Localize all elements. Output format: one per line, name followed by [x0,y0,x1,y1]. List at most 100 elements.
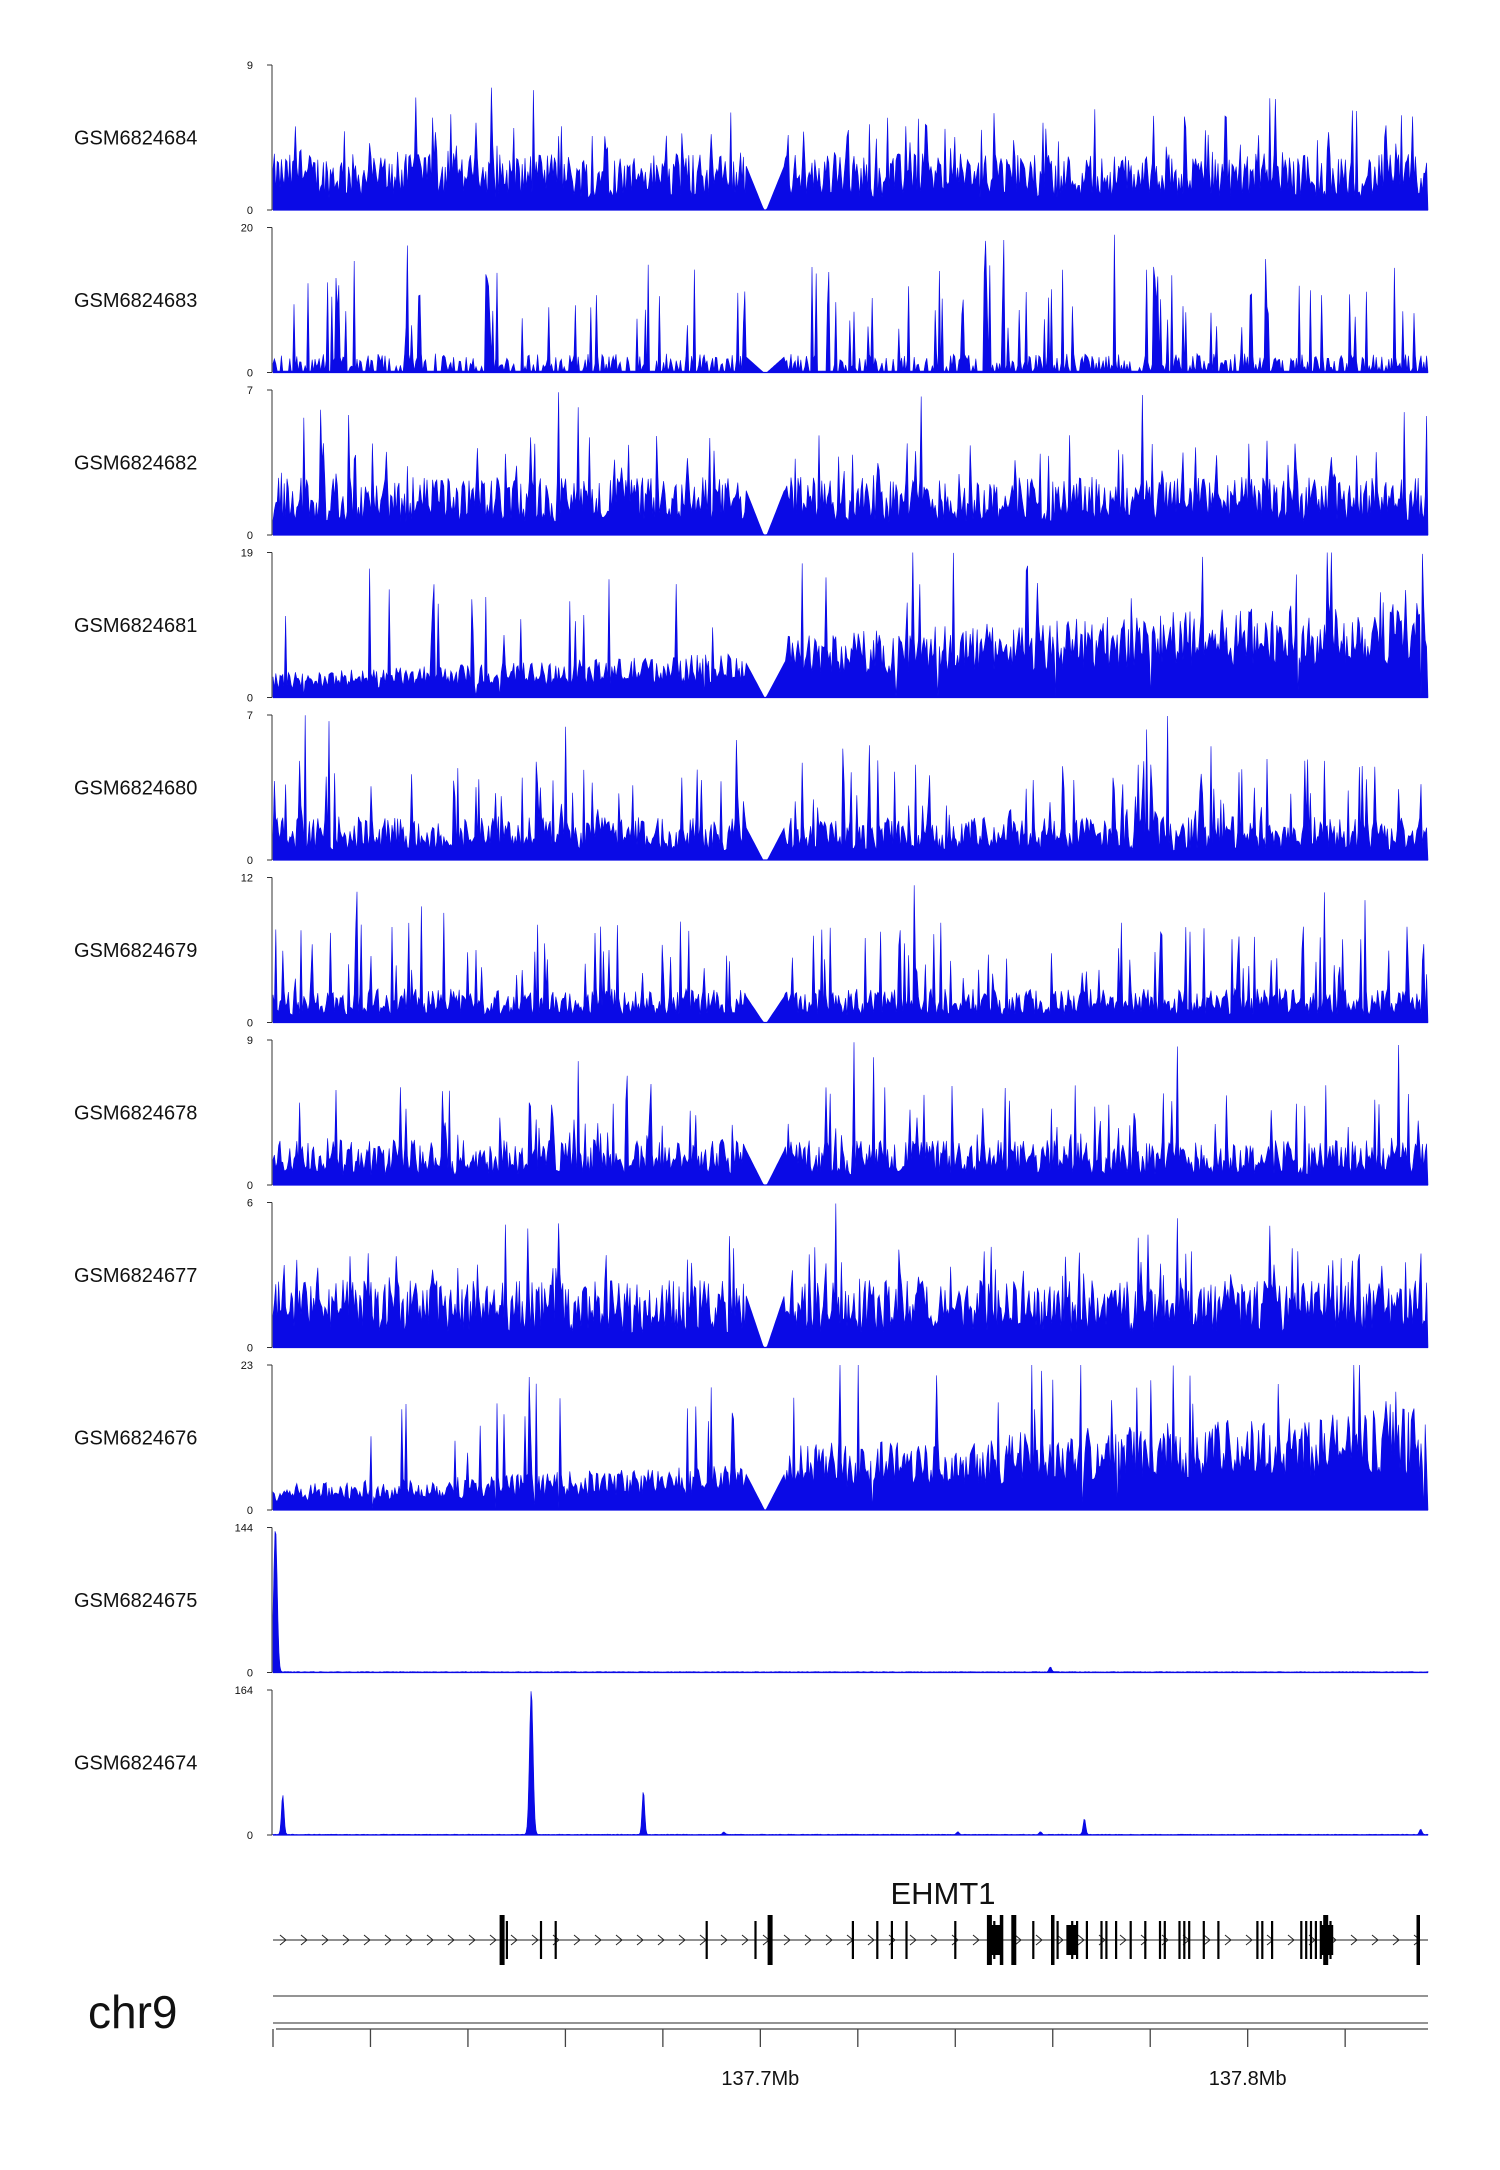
exon [1309,1921,1313,1959]
axis-ticks: 137.7Mb 137.8Mb [272,2029,1346,2090]
y-zero-label: 0 [247,1668,253,1680]
gene-exons [499,1915,1420,1965]
coverage-area [272,1364,1429,1511]
track-GSM6824678: GSM6824678 9 0 [74,1035,1429,1192]
y-max-label: 9 [247,60,253,72]
strand-arrow [1203,1934,1211,1946]
chromosome-ideogram: chr9 [88,1986,1428,2038]
exon [1314,1921,1317,1959]
track-GSM6824676: GSM6824676 23 0 [74,1360,1429,1517]
track-label: GSM6824676 [74,1428,197,1450]
strand-arrow [573,1934,581,1946]
exon [1032,1921,1035,1959]
track-GSM6824677: GSM6824677 6 0 [74,1198,1429,1355]
exon [1305,1921,1308,1959]
track-GSM6824680: GSM6824680 7 0 [74,710,1429,867]
exon [539,1921,543,1959]
exon [1105,1921,1108,1959]
exon [754,1921,757,1959]
exon-block [1066,1925,1077,1955]
strand-arrow [489,1934,497,1946]
coverage-area [272,87,1429,211]
track-label: GSM6824677 [74,1265,197,1287]
strand-arrow [1056,1934,1064,1946]
y-max-label: 20 [241,223,253,235]
y-max-label: 12 [241,873,253,885]
track-GSM6824679: GSM6824679 12 0 [74,873,1429,1030]
y-max-label: 6 [247,1198,253,1210]
track-label: GSM6824679 [74,940,197,962]
y-zero-label: 0 [247,1343,253,1355]
coverage-area [272,552,1429,698]
y-zero-label: 0 [247,1830,253,1842]
track-GSM6824682: GSM6824682 7 0 [74,385,1429,542]
strand-arrow [384,1934,392,1946]
strand-arrow [342,1934,350,1946]
strand-arrow [930,1934,938,1946]
y-max-label: 164 [235,1685,253,1697]
exon [1178,1921,1181,1959]
coverage-area [272,234,1429,373]
strand-arrow [321,1934,329,1946]
chromosome-label: chr9 [88,1986,177,2038]
strand-arrow [678,1934,686,1946]
axis-tick-label: 137.8Mb [1209,2068,1287,2090]
y-max-label: 19 [241,548,253,560]
y-zero-label: 0 [247,1505,253,1517]
y-max-label: 9 [247,1035,253,1047]
exon [1144,1921,1147,1959]
coverage-area [272,715,1429,861]
track-GSM6824684: GSM6824684 9 0 [74,60,1429,217]
y-max-label: 7 [247,385,253,397]
strand-arrow [1140,1934,1148,1946]
exon [905,1921,908,1959]
track-label: GSM6824680 [74,778,197,800]
exon [1076,1921,1079,1959]
coverage-area [272,1691,1429,1836]
axis-tick-label: 137.7Mb [721,2068,799,2090]
strand-arrow [657,1934,665,1946]
strand-arrow [1287,1934,1295,1946]
coverage-area [272,1042,1429,1186]
genomic-axis: 137.7Mb 137.8Mb [272,2028,1428,2090]
exon [1188,1921,1191,1959]
exon [954,1921,957,1959]
y-zero-label: 0 [247,855,253,867]
exon [1085,1921,1088,1959]
strand-arrow [1035,1934,1043,1946]
y-zero-label: 0 [247,205,253,217]
strand-arrow [909,1934,917,1946]
strand-arrow [405,1934,413,1946]
y-zero-label: 0 [247,693,253,705]
strand-arrow [951,1934,959,1946]
strand-arrow [804,1934,812,1946]
exon [851,1921,854,1959]
strand-arrow [279,1934,287,1946]
strand-arrow [867,1934,875,1946]
y-max-label: 144 [235,1523,253,1535]
exon [499,1915,505,1965]
exon [890,1921,893,1959]
gene-name-label: EHMT1 [890,1876,995,1911]
y-zero-label: 0 [247,368,253,380]
exon [1271,1921,1274,1959]
exon [1183,1921,1186,1959]
exon [554,1921,557,1959]
strand-arrow [1119,1934,1127,1946]
exon [1217,1921,1220,1959]
track-GSM6824683: GSM6824683 20 0 [74,223,1429,380]
strand-arrow [825,1934,833,1946]
exon [1129,1921,1132,1959]
track-label: GSM6824675 [74,1590,197,1612]
coverage-tracks: GSM682468490GSM6824683200GSM682468270GSM… [74,60,1429,1842]
track-label: GSM6824682 [74,453,197,475]
strand-arrow [636,1934,644,1946]
track-GSM6824674: GSM6824674 164 0 [74,1685,1429,1842]
exon [1256,1921,1259,1959]
coverage-area [272,1203,1429,1348]
exon-block [988,1925,1001,1955]
y-zero-label: 0 [247,1180,253,1192]
track-GSM6824681: GSM6824681 19 0 [74,548,1429,705]
exon [1100,1921,1103,1959]
